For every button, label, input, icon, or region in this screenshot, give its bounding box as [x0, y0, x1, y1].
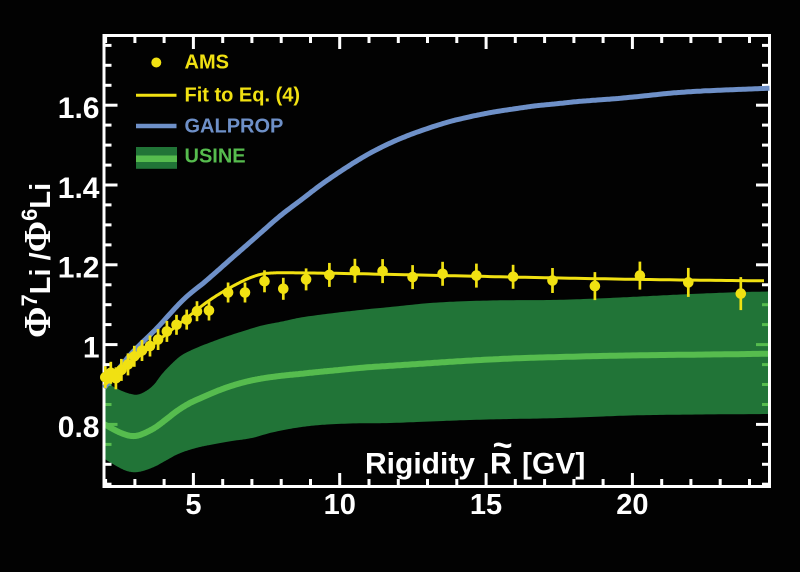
svg-text:1: 1	[83, 331, 100, 364]
svg-text:GALPROP: GALPROP	[185, 116, 284, 138]
svg-text:AMS: AMS	[185, 52, 229, 74]
svg-text:~: ~	[493, 427, 513, 465]
svg-text:15: 15	[470, 489, 502, 521]
svg-text:Φ7Li /Φ6Li: Φ7Li /Φ6Li	[17, 183, 59, 338]
svg-text:1.6: 1.6	[58, 92, 100, 125]
svg-text:10: 10	[324, 489, 356, 521]
svg-text:5: 5	[185, 489, 201, 521]
svg-text:R: R	[490, 448, 512, 481]
svg-text:Rigidity: Rigidity	[365, 448, 475, 481]
svg-text:1.2: 1.2	[58, 252, 100, 285]
svg-text:Fit to Eq. (4): Fit to Eq. (4)	[185, 84, 301, 106]
svg-text:[GV]: [GV]	[522, 448, 585, 481]
svg-text:20: 20	[616, 489, 648, 521]
svg-text:0.8: 0.8	[58, 411, 100, 444]
svg-text:1.4: 1.4	[58, 172, 100, 205]
svg-text:USINE: USINE	[185, 146, 246, 168]
